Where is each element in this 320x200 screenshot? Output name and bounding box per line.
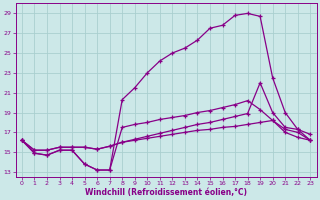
X-axis label: Windchill (Refroidissement éolien,°C): Windchill (Refroidissement éolien,°C) (85, 188, 247, 197)
